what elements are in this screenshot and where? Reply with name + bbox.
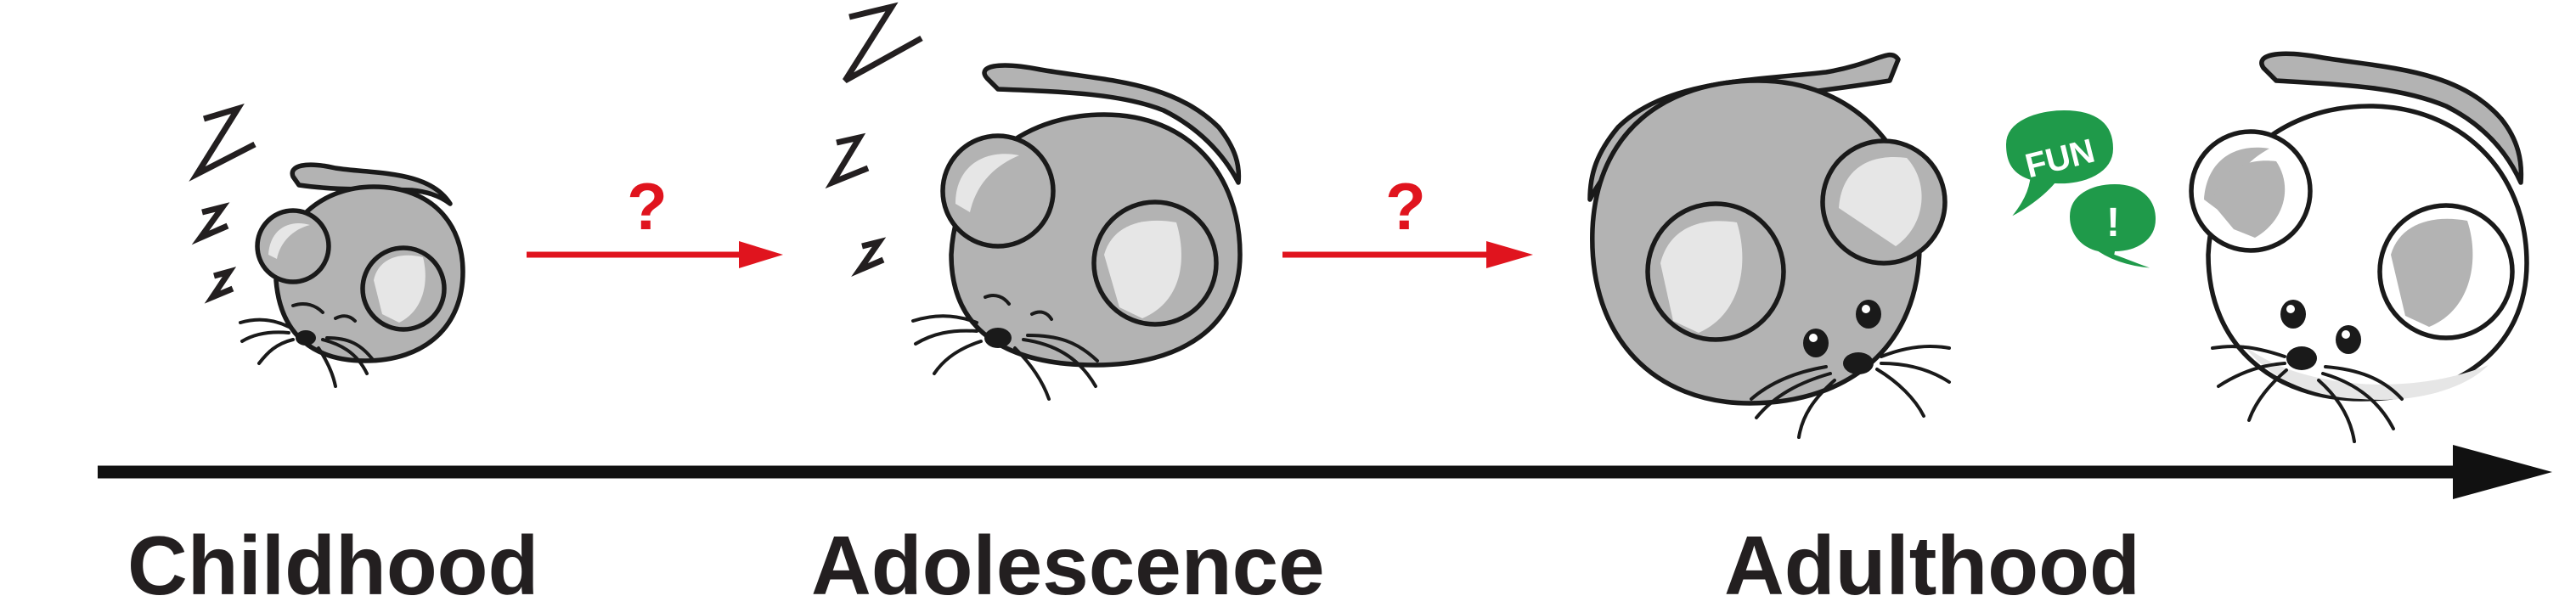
- adult-white-mouse-icon: [2189, 51, 2529, 443]
- adult-gray-mouse-icon: [1587, 52, 1951, 439]
- timeline-arrow-icon: [98, 445, 2552, 499]
- zzz-sleep-icon: [825, 2, 923, 278]
- stage-label-adolescence: Adolescence: [811, 519, 1325, 607]
- sleeping-mouse-icon: [825, 2, 1243, 401]
- stage-label-adulthood: Adulthood: [1724, 519, 2140, 607]
- transition-arrow-childhood-adolescence: [527, 241, 783, 268]
- speech-bubble-text: !: [2106, 200, 2120, 245]
- transition-arrow-adolescence-adulthood: [1282, 241, 1533, 268]
- transition-question-mark: ?: [1385, 169, 1426, 244]
- sleeping-mouse-icon: [189, 103, 465, 388]
- transition-question-mark: ?: [627, 169, 668, 244]
- zzz-sleep-icon: [189, 103, 256, 304]
- stage-label-childhood: Childhood: [127, 519, 538, 607]
- speech-bubble-icon: FUN !: [2002, 106, 2162, 272]
